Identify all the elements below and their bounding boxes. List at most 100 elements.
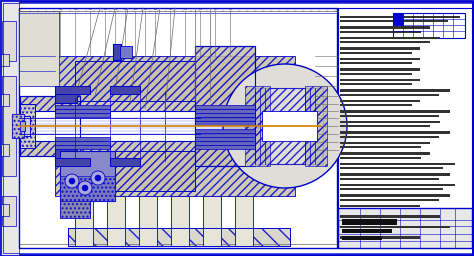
Bar [195, 46, 255, 166]
Bar [340, 20, 448, 22]
Bar [255, 88, 323, 164]
Circle shape [69, 178, 75, 184]
Bar [340, 72, 444, 74]
Bar [340, 152, 420, 155]
Circle shape [223, 64, 347, 188]
Circle shape [65, 174, 79, 188]
Bar [1, 1, 19, 255]
Bar [107, 196, 125, 246]
Bar [195, 133, 255, 137]
Bar [195, 129, 255, 133]
Bar [60, 176, 115, 201]
Bar [195, 117, 255, 121]
Bar [340, 184, 440, 186]
Bar [340, 125, 444, 127]
Bar [120, 46, 132, 58]
Bar [340, 167, 439, 169]
Bar [75, 151, 195, 191]
Bar [305, 86, 327, 166]
Bar [75, 61, 195, 101]
Bar [195, 46, 255, 166]
Bar [340, 194, 450, 197]
Bar [12, 114, 24, 138]
Bar [20, 96, 80, 156]
Bar [55, 86, 90, 94]
Bar [340, 121, 455, 123]
Bar [340, 205, 455, 207]
Bar [20, 111, 320, 141]
Bar [68, 228, 290, 246]
Bar [340, 198, 439, 200]
Bar [75, 151, 195, 191]
Bar [20, 96, 80, 156]
Bar [340, 93, 412, 95]
Bar [1, 54, 9, 66]
Bar [393, 13, 403, 25]
Bar [68, 228, 290, 246]
Bar [340, 83, 421, 85]
Bar [338, 208, 472, 248]
Bar [113, 44, 121, 60]
Bar [340, 156, 412, 158]
Bar [262, 111, 317, 141]
Bar [340, 79, 430, 81]
Bar [55, 137, 110, 141]
Bar [75, 61, 195, 101]
Bar [19, 8, 337, 248]
Bar [195, 109, 255, 113]
Bar [340, 100, 440, 102]
Bar [340, 142, 430, 144]
Bar [2, 76, 16, 176]
Bar [340, 131, 455, 133]
Bar [340, 62, 430, 64]
Bar [195, 137, 255, 141]
Bar [110, 158, 140, 166]
Bar [340, 30, 430, 33]
Bar [75, 196, 93, 246]
Bar [60, 201, 90, 218]
Bar [195, 105, 255, 109]
Bar [340, 215, 450, 218]
Circle shape [95, 175, 101, 181]
Bar [340, 16, 460, 18]
Bar [2, 21, 16, 61]
Bar [340, 173, 440, 176]
Bar [139, 196, 157, 246]
Bar [55, 141, 110, 145]
Bar [340, 26, 440, 28]
Bar [20, 116, 30, 136]
Bar [338, 8, 472, 248]
Bar [340, 89, 420, 91]
Bar [340, 236, 420, 239]
Bar [340, 68, 455, 70]
Bar [20, 104, 35, 148]
Circle shape [78, 181, 92, 195]
Bar [195, 141, 255, 145]
Bar [340, 114, 439, 116]
Bar [171, 196, 189, 246]
Circle shape [82, 185, 88, 191]
Circle shape [91, 171, 105, 185]
Bar [203, 196, 221, 246]
Bar [340, 58, 440, 60]
Bar [55, 158, 90, 166]
Bar [340, 146, 421, 148]
Bar [340, 37, 450, 39]
Bar [340, 188, 430, 190]
Bar [195, 113, 255, 117]
Bar [1, 144, 9, 156]
Bar [55, 56, 295, 111]
Bar [340, 104, 430, 106]
Bar [340, 41, 439, 43]
Bar [195, 121, 255, 125]
Bar [235, 196, 253, 246]
Bar [245, 86, 270, 166]
Bar [60, 151, 115, 201]
Bar [55, 113, 110, 117]
Bar [340, 110, 450, 112]
Bar [55, 149, 77, 161]
Bar [342, 236, 382, 240]
Bar [342, 229, 392, 233]
Bar [340, 135, 444, 137]
Bar [60, 201, 90, 218]
